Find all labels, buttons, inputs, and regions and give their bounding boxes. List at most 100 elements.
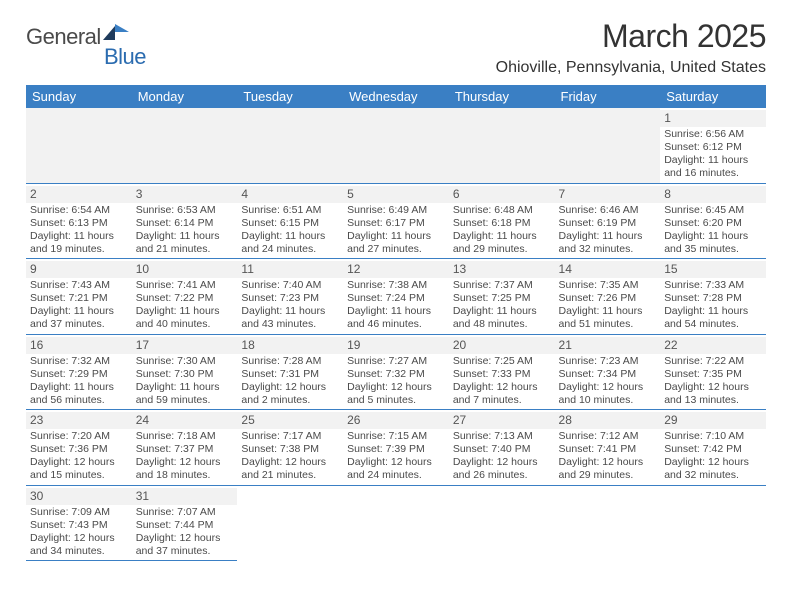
- daylight-text: Daylight: 12 hours: [136, 456, 234, 469]
- sunset-text: Sunset: 7:23 PM: [241, 292, 339, 305]
- day-cell: 26Sunrise: 7:15 AMSunset: 7:39 PMDayligh…: [343, 410, 449, 485]
- sunrise-text: Sunrise: 7:18 AM: [136, 430, 234, 443]
- sunset-text: Sunset: 6:14 PM: [136, 217, 234, 230]
- day-number: 10: [132, 261, 238, 278]
- day-cell: 14Sunrise: 7:35 AMSunset: 7:26 PMDayligh…: [555, 259, 661, 334]
- sunset-text: Sunset: 6:12 PM: [664, 141, 762, 154]
- day-number: 1: [660, 110, 766, 127]
- day-cell: 12Sunrise: 7:38 AMSunset: 7:24 PMDayligh…: [343, 259, 449, 334]
- sunset-text: Sunset: 7:32 PM: [347, 368, 445, 381]
- day-cell: 17Sunrise: 7:30 AMSunset: 7:30 PMDayligh…: [132, 335, 238, 410]
- day-cell: 23Sunrise: 7:20 AMSunset: 7:36 PMDayligh…: [26, 410, 132, 485]
- day-number: 30: [26, 488, 132, 505]
- calendar-cell: [343, 108, 449, 183]
- day-cell: 5Sunrise: 6:49 AMSunset: 6:17 PMDaylight…: [343, 184, 449, 259]
- calendar-cell: 10Sunrise: 7:41 AMSunset: 7:22 PMDayligh…: [132, 259, 238, 335]
- sunset-text: Sunset: 7:34 PM: [559, 368, 657, 381]
- daylight-text: Daylight: 12 hours: [453, 456, 551, 469]
- day-cell: 31Sunrise: 7:07 AMSunset: 7:44 PMDayligh…: [132, 486, 238, 561]
- daylight-text: and 15 minutes.: [30, 469, 128, 482]
- sunrise-text: Sunrise: 7:37 AM: [453, 279, 551, 292]
- calendar-cell: 27Sunrise: 7:13 AMSunset: 7:40 PMDayligh…: [449, 410, 555, 486]
- day-number: 11: [237, 261, 343, 278]
- daylight-text: Daylight: 11 hours: [136, 381, 234, 394]
- daylight-text: Daylight: 11 hours: [347, 305, 445, 318]
- sunset-text: Sunset: 6:19 PM: [559, 217, 657, 230]
- calendar-cell: 8Sunrise: 6:45 AMSunset: 6:20 PMDaylight…: [660, 183, 766, 259]
- sunrise-text: Sunrise: 7:41 AM: [136, 279, 234, 292]
- calendar-cell: 30Sunrise: 7:09 AMSunset: 7:43 PMDayligh…: [26, 485, 132, 561]
- sunset-text: Sunset: 7:38 PM: [241, 443, 339, 456]
- sunset-text: Sunset: 7:24 PM: [347, 292, 445, 305]
- calendar-cell: 12Sunrise: 7:38 AMSunset: 7:24 PMDayligh…: [343, 259, 449, 335]
- day-number: 31: [132, 488, 238, 505]
- day-cell: 2Sunrise: 6:54 AMSunset: 6:13 PMDaylight…: [26, 184, 132, 259]
- daylight-text: and 24 minutes.: [347, 469, 445, 482]
- calendar-cell: 24Sunrise: 7:18 AMSunset: 7:37 PMDayligh…: [132, 410, 238, 486]
- calendar-cell: [555, 485, 661, 561]
- day-number: 2: [26, 186, 132, 203]
- sunrise-text: Sunrise: 6:48 AM: [453, 204, 551, 217]
- calendar-cell: 21Sunrise: 7:23 AMSunset: 7:34 PMDayligh…: [555, 334, 661, 410]
- weekday-header: Monday: [132, 85, 238, 108]
- day-number: 3: [132, 186, 238, 203]
- calendar-cell: 9Sunrise: 7:43 AMSunset: 7:21 PMDaylight…: [26, 259, 132, 335]
- calendar-cell: [343, 485, 449, 561]
- sunset-text: Sunset: 7:33 PM: [453, 368, 551, 381]
- calendar-cell: 26Sunrise: 7:15 AMSunset: 7:39 PMDayligh…: [343, 410, 449, 486]
- day-number: 24: [132, 412, 238, 429]
- sunrise-text: Sunrise: 7:15 AM: [347, 430, 445, 443]
- sunrise-text: Sunrise: 7:12 AM: [559, 430, 657, 443]
- daylight-text: Daylight: 11 hours: [453, 230, 551, 243]
- day-number: 17: [132, 337, 238, 354]
- daylight-text: Daylight: 11 hours: [241, 305, 339, 318]
- daylight-text: and 54 minutes.: [664, 318, 762, 331]
- sunrise-text: Sunrise: 7:22 AM: [664, 355, 762, 368]
- sunset-text: Sunset: 7:41 PM: [559, 443, 657, 456]
- day-number: 5: [343, 186, 449, 203]
- location: Ohioville, Pennsylvania, United States: [496, 59, 766, 77]
- day-cell: 25Sunrise: 7:17 AMSunset: 7:38 PMDayligh…: [237, 410, 343, 485]
- day-cell: 8Sunrise: 6:45 AMSunset: 6:20 PMDaylight…: [660, 184, 766, 259]
- sunrise-text: Sunrise: 7:28 AM: [241, 355, 339, 368]
- day-number: 12: [343, 261, 449, 278]
- day-cell: 27Sunrise: 7:13 AMSunset: 7:40 PMDayligh…: [449, 410, 555, 485]
- sunrise-text: Sunrise: 7:30 AM: [136, 355, 234, 368]
- calendar-cell: 5Sunrise: 6:49 AMSunset: 6:17 PMDaylight…: [343, 183, 449, 259]
- daylight-text: Daylight: 12 hours: [241, 456, 339, 469]
- calendar-cell: [132, 108, 238, 183]
- daylight-text: Daylight: 12 hours: [664, 381, 762, 394]
- sunrise-text: Sunrise: 7:20 AM: [30, 430, 128, 443]
- daylight-text: Daylight: 11 hours: [453, 305, 551, 318]
- day-cell: 16Sunrise: 7:32 AMSunset: 7:29 PMDayligh…: [26, 335, 132, 410]
- daylight-text: and 27 minutes.: [347, 243, 445, 256]
- calendar-cell: 11Sunrise: 7:40 AMSunset: 7:23 PMDayligh…: [237, 259, 343, 335]
- daylight-text: and 26 minutes.: [453, 469, 551, 482]
- daylight-text: Daylight: 12 hours: [453, 381, 551, 394]
- calendar-cell: 17Sunrise: 7:30 AMSunset: 7:30 PMDayligh…: [132, 334, 238, 410]
- sunrise-text: Sunrise: 7:13 AM: [453, 430, 551, 443]
- sunset-text: Sunset: 7:35 PM: [664, 368, 762, 381]
- daylight-text: and 7 minutes.: [453, 394, 551, 407]
- sunrise-text: Sunrise: 7:07 AM: [136, 506, 234, 519]
- daylight-text: Daylight: 11 hours: [664, 154, 762, 167]
- sunset-text: Sunset: 7:43 PM: [30, 519, 128, 532]
- day-number: 8: [660, 186, 766, 203]
- day-number: 18: [237, 337, 343, 354]
- sunset-text: Sunset: 7:22 PM: [136, 292, 234, 305]
- calendar-cell: 22Sunrise: 7:22 AMSunset: 7:35 PMDayligh…: [660, 334, 766, 410]
- sunrise-text: Sunrise: 6:49 AM: [347, 204, 445, 217]
- day-cell: 18Sunrise: 7:28 AMSunset: 7:31 PMDayligh…: [237, 335, 343, 410]
- day-cell: 30Sunrise: 7:09 AMSunset: 7:43 PMDayligh…: [26, 486, 132, 561]
- day-number: 4: [237, 186, 343, 203]
- sunrise-text: Sunrise: 7:09 AM: [30, 506, 128, 519]
- sunrise-text: Sunrise: 7:27 AM: [347, 355, 445, 368]
- daylight-text: Daylight: 12 hours: [30, 456, 128, 469]
- sunrise-text: Sunrise: 6:54 AM: [30, 204, 128, 217]
- weekday-header-row: Sunday Monday Tuesday Wednesday Thursday…: [26, 85, 766, 108]
- day-number: 22: [660, 337, 766, 354]
- daylight-text: Daylight: 11 hours: [30, 230, 128, 243]
- sunrise-text: Sunrise: 7:17 AM: [241, 430, 339, 443]
- day-number: 9: [26, 261, 132, 278]
- day-cell: 3Sunrise: 6:53 AMSunset: 6:14 PMDaylight…: [132, 184, 238, 259]
